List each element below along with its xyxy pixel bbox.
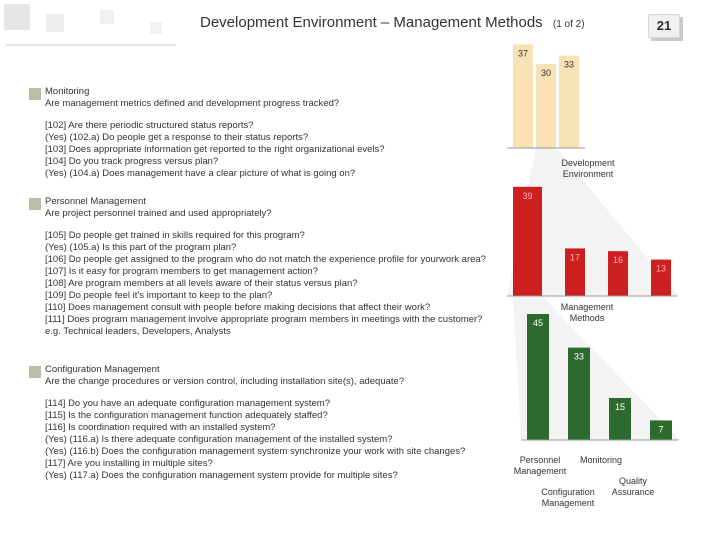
chart-bar	[527, 314, 549, 440]
bar-value-label: 37	[518, 48, 528, 58]
drilldown-funnel-1	[507, 148, 679, 296]
corner-decoration-small-2	[150, 22, 162, 34]
question-item: (Yes) (102.a) Do people get a response t…	[45, 132, 309, 143]
bar-value-label: 33	[564, 60, 574, 70]
section-heading: Personnel Management	[45, 196, 146, 207]
chart-category-label: Personnel Management	[514, 455, 567, 476]
chart-bar	[568, 347, 590, 440]
question-item: [110] Does management consult with peopl…	[45, 302, 431, 313]
section-items: [105] Do people get trained in skills re…	[45, 230, 497, 338]
section-question: Are project personnel trained and used a…	[45, 208, 272, 219]
question-item: [103] Does appropriate information get r…	[45, 144, 385, 155]
page-number-badge: 21	[648, 14, 680, 38]
chart-bar	[559, 55, 579, 148]
page-of-indicator: (1 of 2)	[552, 19, 585, 30]
question-item: [114] Do you have an adequate configurat…	[45, 398, 331, 409]
question-item: (Yes) (116.b) Does the configuration man…	[45, 446, 466, 457]
chart-management-methods-detail: 45 33 15 7	[521, 314, 678, 441]
bar-value-label: 17	[570, 252, 580, 262]
section-personnel-management: Personnel Management Are project personn…	[27, 196, 497, 338]
chart-development-environment: 37 30 33	[507, 44, 585, 149]
bar-value-label: 30	[541, 68, 551, 78]
question-item: [104] Do you track progress versus plan?	[45, 156, 219, 167]
section-bullet-icon	[29, 366, 41, 378]
chart-category-label: Monitoring	[580, 455, 622, 465]
bar-value-label: 16	[613, 255, 623, 265]
bar-value-label: 39	[522, 191, 532, 201]
question-item: [107] Is it easy for program members to …	[45, 266, 318, 277]
question-item: [109] Do people feel it's important to k…	[45, 290, 273, 301]
bar-value-label: 33	[574, 352, 584, 362]
section-question: Are the change procedures or version con…	[45, 376, 405, 387]
chart-bar	[536, 64, 556, 148]
chart-bar	[608, 251, 628, 296]
chart-xlabel-management-methods: Management Methods	[561, 302, 614, 323]
section-question: Are management metrics defined and devel…	[45, 98, 340, 109]
question-item: (Yes) (117.a) Does the configuration man…	[45, 470, 398, 481]
corner-decoration-small	[100, 10, 114, 24]
corner-decoration-large	[4, 4, 30, 30]
chart-bar	[565, 248, 585, 296]
section-bullet-icon	[29, 88, 41, 100]
chart-xlabel-development-environment: Development Environment	[561, 158, 615, 179]
bar-value-label: 7	[658, 424, 663, 434]
question-item: [117] Are you installing in multiple sit…	[45, 458, 213, 469]
question-item: [116] Is coordination required with an i…	[45, 422, 276, 433]
question-item: [105] Do people get trained in skills re…	[45, 230, 305, 241]
bar-value-label: 15	[615, 402, 625, 412]
question-item: (Yes) (116.a) Is there adequate configur…	[45, 434, 393, 445]
drilldown-funnel-2	[513, 296, 680, 440]
section-items: [102] Are there periodic structured stat…	[45, 120, 497, 180]
question-item: (Yes) (104.a) Does management have a cle…	[45, 168, 356, 179]
page-title: Development Environment – Management Met…	[200, 14, 640, 36]
chart-bar	[651, 259, 671, 296]
question-item: [115] Is the configuration management fu…	[45, 410, 328, 421]
section-monitoring: Monitoring Are management metrics define…	[27, 86, 497, 180]
section-heading: Configuration Management	[45, 364, 160, 375]
question-item: [106] Do people get assigned to the prog…	[45, 254, 486, 265]
bar-value-label: 45	[533, 318, 543, 328]
bar-value-label: 13	[656, 264, 666, 274]
question-item: (Yes) (105.a) Is this part of the progra…	[45, 242, 237, 253]
chart-management-methods: 39 17 16 13	[507, 186, 677, 297]
header-rule	[6, 44, 176, 46]
page-title-text: Development Environment – Management Met…	[200, 14, 543, 31]
question-item: [102] Are there periodic structured stat…	[45, 120, 254, 131]
chart-category-label: Configuration Management	[541, 487, 595, 508]
chart-bar	[513, 186, 542, 296]
chart-bar	[650, 420, 672, 440]
question-item: [108] Are program members at all levels …	[45, 278, 358, 289]
section-configuration-management: Configuration Management Are the change …	[27, 364, 497, 482]
chart-category-label: Quality Assurance	[612, 476, 655, 497]
section-heading: Monitoring	[45, 86, 90, 97]
section-bullet-icon	[29, 198, 41, 210]
chart-bar	[513, 44, 533, 148]
chart-category-labels: Personnel Management Monitoring Configurati…	[514, 455, 655, 508]
question-item: [111] Does program management involve ap…	[45, 314, 486, 337]
corner-decoration-medium	[46, 14, 64, 32]
chart-bar	[609, 398, 631, 440]
section-items: [114] Do you have an adequate configurat…	[45, 398, 497, 482]
